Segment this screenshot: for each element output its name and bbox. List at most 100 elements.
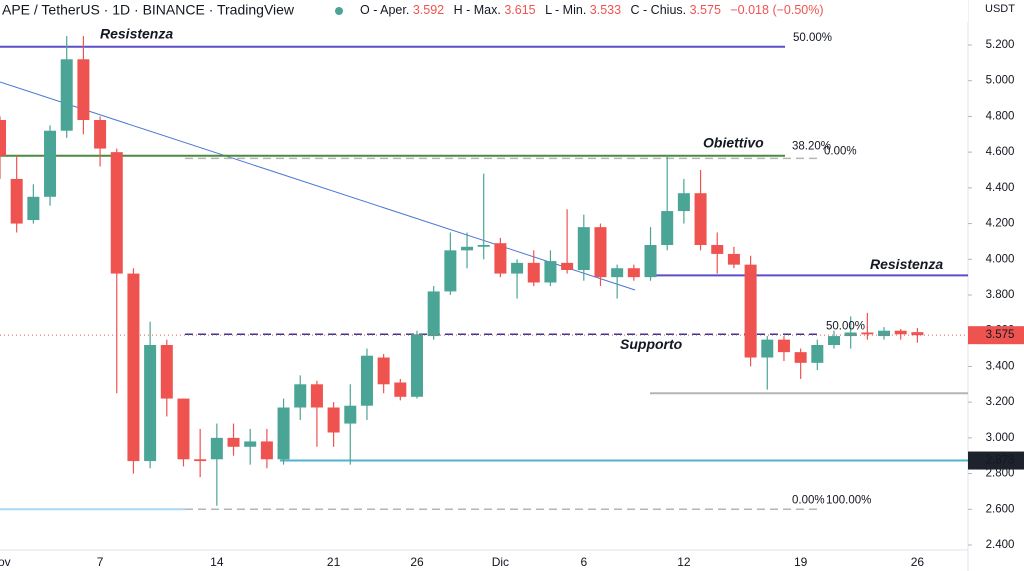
candle-body <box>511 262 524 274</box>
y-tick-label: 4.200 <box>986 218 1015 230</box>
level-pct: 0.00% <box>792 494 825 506</box>
candle-body <box>77 59 90 120</box>
candle-body <box>577 227 590 270</box>
price-box <box>968 451 1024 470</box>
x-tick-label: Dic <box>492 555 509 569</box>
candle-body <box>260 441 273 460</box>
value: 3.575 <box>690 3 721 17</box>
level-label: Resistenza <box>870 256 943 272</box>
candle-body <box>661 211 674 245</box>
plot <box>0 36 968 511</box>
y-tick-label: 3.000 <box>986 432 1015 444</box>
candle-body <box>861 332 874 335</box>
level-label: Supporto <box>620 336 683 352</box>
level-pct: 38.20% <box>792 141 831 153</box>
label: O - Aper. <box>360 3 409 17</box>
candle-body <box>344 405 357 424</box>
candle-body <box>127 273 140 462</box>
candle-body <box>794 352 807 363</box>
candle-body <box>744 264 757 358</box>
y-tick-label: 2.800 <box>986 468 1015 480</box>
candle-body <box>410 334 424 397</box>
axis-unit: USDT <box>985 3 1015 15</box>
x-tick-label: 12 <box>677 555 691 569</box>
candle-body <box>594 227 607 278</box>
candle-body <box>811 345 824 363</box>
candle-body <box>761 339 774 358</box>
candle-body <box>360 355 373 406</box>
candle-body <box>627 268 640 278</box>
candle-body <box>144 345 157 462</box>
x-tick-label: 7 <box>97 555 104 569</box>
candle-body <box>878 330 891 337</box>
value: 3.615 <box>504 3 535 17</box>
candle-body <box>194 459 207 462</box>
candle-body <box>461 246 474 251</box>
level-pct: 100.00% <box>826 494 871 506</box>
value: 3.592 <box>413 3 444 17</box>
candle-body <box>777 339 790 353</box>
candle-body <box>827 336 841 345</box>
header-bg <box>0 0 968 22</box>
value: 3.533 <box>590 3 621 17</box>
candle-body <box>210 437 223 460</box>
y-tick-label: 2.400 <box>986 539 1015 551</box>
candle-body <box>394 382 407 397</box>
y-tick-label: 4.000 <box>986 253 1015 265</box>
y-tick-label: 5.000 <box>986 75 1015 87</box>
candle-body <box>44 130 57 197</box>
candle-body <box>727 253 740 265</box>
candle-body <box>477 245 490 247</box>
candle-body <box>244 441 257 447</box>
candle-body <box>277 407 290 460</box>
candle-body <box>611 268 624 278</box>
candle-body <box>377 357 390 385</box>
trend-line <box>0 81 636 291</box>
candle-body <box>427 291 440 337</box>
candle-body <box>444 250 457 292</box>
candle-body <box>160 345 173 399</box>
label: H - Max. <box>454 3 501 17</box>
level-label: Resistenza <box>100 25 173 41</box>
candle-body <box>227 437 240 447</box>
level-pct: 0.00% <box>824 145 857 157</box>
change-pct: (−0.50%) <box>772 3 823 17</box>
candle-body <box>110 152 123 274</box>
candle-body <box>561 262 574 270</box>
x-tick-label: 6 <box>580 555 587 569</box>
x-tick-label: 21 <box>327 555 341 569</box>
overlay: Resistenza 50.00%38.20%0.00%ResistenzaSup… <box>100 25 943 506</box>
y-tick-label: 4.800 <box>986 110 1015 122</box>
candle-body <box>711 245 724 254</box>
candle-body <box>544 261 557 283</box>
candle-body <box>94 120 107 149</box>
target-label: Obiettivo <box>703 134 764 150</box>
candle-body <box>294 384 307 408</box>
candle-body <box>10 178 23 224</box>
x-tick-label: 14 <box>210 555 224 569</box>
x-tick-label: Nov <box>0 555 11 569</box>
candle-body <box>911 332 924 336</box>
candle-body <box>527 262 540 283</box>
price-label: 2.873 <box>986 455 1015 467</box>
level-pct: 50.00% <box>826 320 865 332</box>
ohlc-legend: O - Aper. 3.592 H - Max. 3.615 L - Min. … <box>360 3 824 17</box>
candle-body <box>677 193 690 212</box>
symbol: APE / TetherUS · 1D · BINANCE · TradingV… <box>2 2 295 18</box>
level-pct: 50.00% <box>793 32 832 44</box>
price-box <box>968 326 1024 345</box>
y-tick-label: 5.200 <box>986 39 1015 51</box>
price-label: 3.575 <box>986 329 1015 341</box>
candle-body <box>177 398 190 460</box>
candle-body <box>60 59 73 131</box>
y-tick-label: 3.800 <box>986 289 1015 301</box>
change: −0.018 <box>730 3 769 17</box>
y-tick-label: 2.600 <box>986 503 1015 515</box>
x-tick-label: 26 <box>410 555 424 569</box>
candle-body <box>27 196 40 220</box>
candle-body <box>644 245 657 278</box>
y-tick-label: 4.400 <box>986 182 1015 194</box>
x-tick-label: 26 <box>911 555 925 569</box>
